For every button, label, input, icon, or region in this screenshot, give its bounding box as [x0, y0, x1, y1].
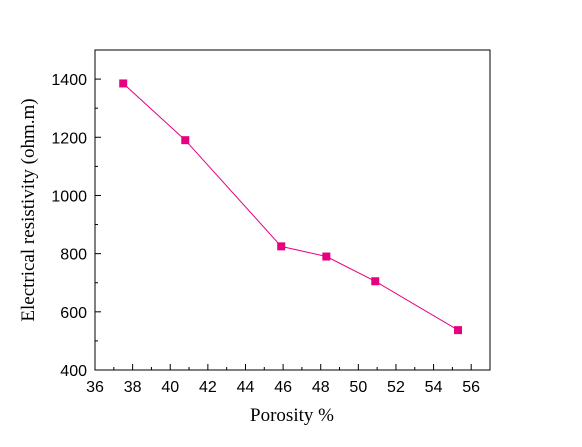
x-tick-label: 38 — [124, 379, 142, 396]
series-line — [122, 83, 459, 331]
y-tick-label: 600 — [60, 305, 87, 322]
x-tick-label: 50 — [349, 379, 367, 396]
x-tick-label: 36 — [86, 379, 104, 396]
y-tick-label: 1200 — [51, 130, 87, 147]
data-point-marker — [181, 136, 190, 145]
y-axis-title: Electrical resistivity (ohm.m) — [18, 98, 39, 321]
x-tick-label: 46 — [274, 379, 292, 396]
data-point-marker — [277, 242, 286, 251]
y-tick-label: 1000 — [51, 188, 87, 205]
data-point-marker — [371, 277, 380, 286]
plot-frame — [94, 49, 491, 371]
y-tick-label: 400 — [60, 363, 87, 380]
y-axis: 400 600 800 1000 1200 1400 — [51, 49, 101, 380]
x-tick-label: 42 — [199, 379, 217, 396]
x-axis-title: Porosity % — [250, 405, 334, 426]
x-tick-label: 48 — [312, 379, 330, 396]
y-tick-label: 800 — [60, 247, 87, 264]
x-tick-label: 52 — [387, 379, 405, 396]
x-tick-label: 40 — [161, 379, 179, 396]
x-axis: 36 38 40 42 44 46 48 50 52 54 56 — [86, 364, 480, 396]
data-point-marker — [322, 252, 331, 261]
data-series — [119, 79, 463, 335]
data-point-marker — [119, 79, 128, 88]
data-point-marker — [454, 326, 463, 335]
y-tick-label: 1400 — [51, 72, 87, 89]
x-tick-label: 44 — [237, 379, 255, 396]
x-tick-label: 56 — [462, 379, 480, 396]
x-tick-label: 54 — [425, 379, 443, 396]
